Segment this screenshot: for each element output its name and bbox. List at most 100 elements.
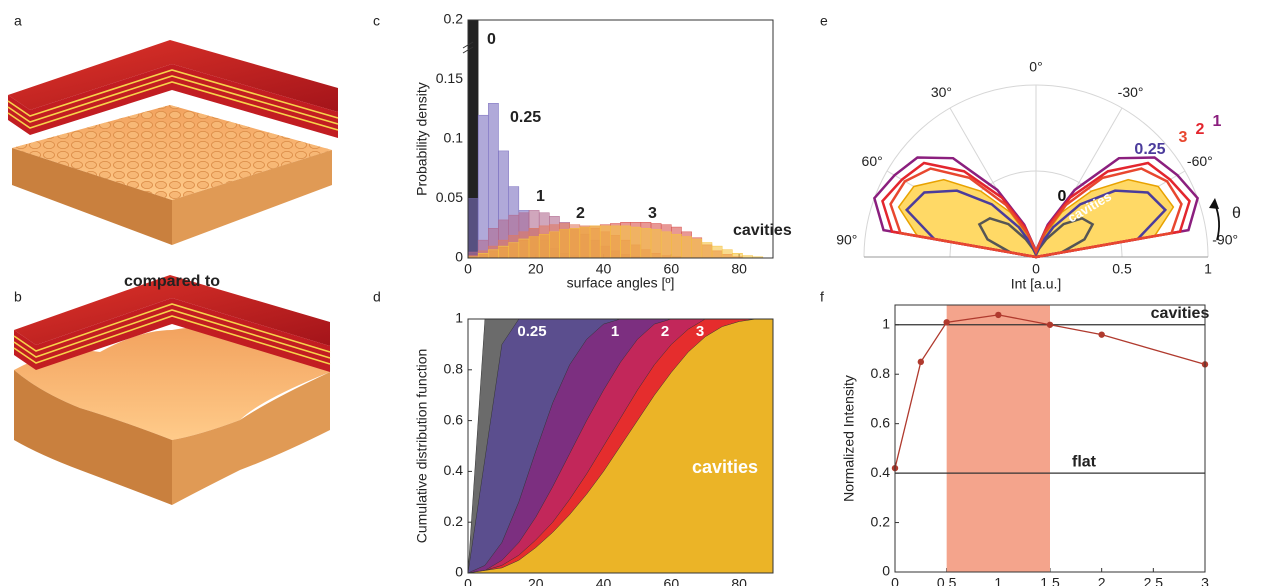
- data-point: [917, 358, 925, 366]
- x-axis-title: surface angles [º]: [567, 275, 675, 291]
- y-tick-label: 0.2: [444, 11, 464, 27]
- x-tick-label: 20: [528, 576, 544, 586]
- series-label: 0: [487, 31, 496, 48]
- x-tick-label: 60: [664, 576, 680, 586]
- plot-frame: [467, 19, 774, 259]
- r-tick-label: 0.5: [1112, 261, 1132, 277]
- series-label: 1: [536, 188, 545, 205]
- histogram-bar: [589, 225, 601, 259]
- x-tick-label: 60: [664, 261, 680, 277]
- x-tick-label: 40: [596, 261, 612, 277]
- series-label: 2: [576, 205, 585, 222]
- histogram-bar: [671, 233, 682, 259]
- data-point: [1046, 321, 1054, 328]
- series-label: cavities: [692, 457, 758, 477]
- y-tick-label: 0: [455, 249, 463, 265]
- histogram-bar: [498, 245, 509, 259]
- plot-frame: [894, 304, 1206, 573]
- theta-tick-label: -30°: [1118, 84, 1144, 100]
- reference-label: cavities: [1151, 305, 1210, 322]
- histogram-bar: [467, 198, 479, 259]
- x-tick-label: 0.5: [937, 575, 957, 586]
- histogram-bar: [549, 231, 560, 259]
- panel-label: e: [820, 13, 828, 29]
- x-tick-label: 2: [1098, 575, 1106, 586]
- y-tick-label: 0.4: [871, 464, 891, 480]
- y-tick-label: 1: [882, 315, 890, 331]
- y-tick-label: 0.8: [444, 361, 464, 377]
- y-tick-label: 0.6: [444, 411, 464, 427]
- theta-arrowhead: [1209, 198, 1219, 209]
- y-tick-label: 0.8: [871, 365, 891, 381]
- shaded-span: [946, 305, 1050, 572]
- x-tick-label: 2.5: [1144, 575, 1164, 586]
- histogram-bar: [640, 228, 652, 259]
- theta-tick-label: 60°: [862, 153, 883, 169]
- x-tick-label: 20: [528, 261, 544, 277]
- histogram-bar: [711, 245, 723, 259]
- illustration-a: [7, 40, 339, 245]
- y-tick-label: 0.05: [436, 189, 463, 205]
- theta-tick-label: -60°: [1187, 153, 1213, 169]
- y-tick-label: 0.2: [871, 513, 891, 529]
- series-label: 0.25: [1134, 141, 1165, 158]
- panel-label: a: [14, 13, 22, 29]
- y-tick-label: 0.6: [871, 414, 891, 430]
- histogram-bar: [721, 249, 733, 259]
- y-tick-label: 0: [882, 563, 890, 579]
- panel-label: d: [373, 289, 381, 305]
- data-point: [995, 311, 1002, 319]
- x-tick-label: 3: [1201, 575, 1209, 586]
- y-tick-label: 0: [455, 564, 463, 580]
- histogram-bar: [508, 242, 520, 259]
- y-tick-label: 0.15: [436, 70, 463, 86]
- series-label: 3: [648, 205, 657, 222]
- histogram-bar: [518, 238, 530, 259]
- panel-label: c: [373, 13, 380, 29]
- series-label: 0: [1058, 188, 1067, 205]
- series-label: 3: [1179, 129, 1188, 146]
- polar-curve: [889, 167, 1183, 259]
- histogram-bar: [620, 225, 631, 259]
- y-tick-label: 1: [455, 310, 463, 326]
- r-tick-label: 1: [1204, 261, 1212, 277]
- r-tick-label: 0: [1032, 261, 1040, 277]
- caption: compared to: [124, 273, 220, 290]
- histogram-bar: [701, 242, 713, 259]
- histogram-bar: [579, 226, 591, 259]
- theta-label: θ: [1232, 205, 1241, 222]
- histogram-bar: [691, 238, 703, 259]
- histogram-bar: [477, 114, 489, 259]
- x-tick-label: 80: [731, 576, 747, 586]
- y-axis-title: Cumulative distribution function: [414, 349, 430, 544]
- series-label: 2: [1196, 121, 1205, 138]
- data-point: [1098, 331, 1105, 338]
- y-axis-title: Probability density: [414, 82, 430, 196]
- x-tick-label: 1.5: [1040, 575, 1060, 586]
- y-tick-label: 0.2: [444, 513, 464, 529]
- illustration-b: [13, 275, 331, 505]
- cdf-area: [467, 318, 774, 574]
- histogram-bar: [630, 226, 642, 259]
- reference-label: flat: [1072, 453, 1097, 470]
- y-tick-label: 0.1: [444, 130, 464, 146]
- histogram-bar: [660, 231, 672, 259]
- histogram-bar: [559, 229, 570, 259]
- x-tick-label: 40: [596, 576, 612, 586]
- series-label: 0.25: [510, 109, 541, 126]
- x-tick-label: 0: [464, 576, 472, 586]
- histogram-bar: [732, 252, 743, 259]
- series-label: cavities: [733, 222, 792, 239]
- histogram-bar: [681, 236, 692, 259]
- histogram-bar: [488, 249, 499, 259]
- y-tick-label: 0.4: [444, 462, 464, 478]
- panel-label: f: [820, 289, 824, 305]
- x-tick-label: 0: [464, 261, 472, 277]
- axis-break: [462, 41, 474, 54]
- series-label: 2: [661, 323, 669, 340]
- y-axis-title: Normalized Intensity: [841, 375, 857, 502]
- histogram-bar: [538, 233, 550, 259]
- series-label: 3: [696, 323, 704, 340]
- series-label: 1: [1213, 113, 1222, 130]
